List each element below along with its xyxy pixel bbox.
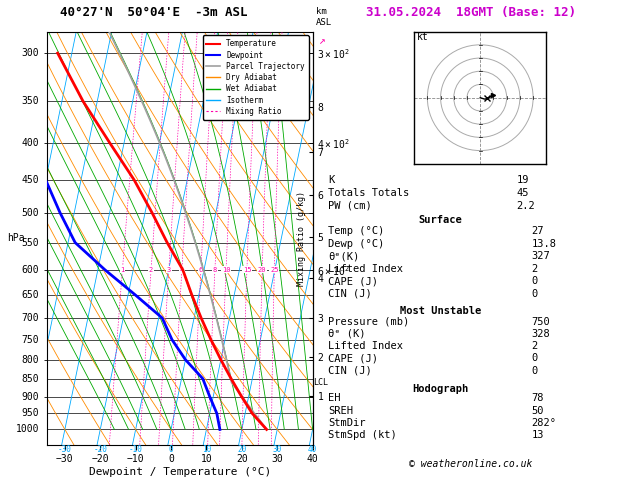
Text: CAPE (J): CAPE (J) — [328, 276, 378, 286]
Text: Surface: Surface — [418, 214, 462, 225]
Text: CIN (J): CIN (J) — [328, 365, 372, 376]
Text: 40°27'N  50°04'E  -3m ASL: 40°27'N 50°04'E -3m ASL — [60, 6, 247, 19]
Text: 327: 327 — [532, 251, 550, 261]
Text: 13: 13 — [532, 430, 544, 440]
Text: 27: 27 — [532, 226, 544, 237]
Text: CAPE (J): CAPE (J) — [328, 353, 378, 364]
Text: 700: 700 — [21, 313, 39, 323]
X-axis label: Dewpoint / Temperature (°C): Dewpoint / Temperature (°C) — [89, 467, 271, 477]
Text: 20: 20 — [237, 445, 247, 454]
Text: LCL: LCL — [313, 378, 328, 387]
Text: Temp (°C): Temp (°C) — [328, 226, 384, 237]
Text: © weatheronline.co.uk: © weatheronline.co.uk — [409, 459, 533, 469]
Text: 2: 2 — [532, 341, 538, 351]
Text: Dewp (°C): Dewp (°C) — [328, 239, 384, 249]
Text: 350: 350 — [21, 96, 39, 106]
Text: -30: -30 — [58, 445, 72, 454]
Text: StmDir: StmDir — [328, 418, 365, 428]
Text: 20: 20 — [258, 267, 267, 273]
Text: 850: 850 — [21, 374, 39, 383]
Text: 0: 0 — [169, 445, 174, 454]
Text: θᵉ(K): θᵉ(K) — [328, 251, 359, 261]
Text: kt: kt — [417, 32, 428, 41]
Text: 0: 0 — [532, 276, 538, 286]
Legend: Temperature, Dewpoint, Parcel Trajectory, Dry Adiabat, Wet Adiabat, Isotherm, Mi: Temperature, Dewpoint, Parcel Trajectory… — [203, 35, 309, 120]
Text: K: K — [328, 175, 334, 185]
Text: Hodograph: Hodograph — [412, 383, 469, 394]
Text: 2.2: 2.2 — [516, 201, 535, 211]
Text: 0: 0 — [532, 353, 538, 364]
Text: 25: 25 — [270, 267, 279, 273]
Text: 15: 15 — [243, 267, 251, 273]
Text: 650: 650 — [21, 290, 39, 300]
Text: 13.8: 13.8 — [532, 239, 557, 249]
Text: 450: 450 — [21, 175, 39, 185]
Text: 40: 40 — [308, 445, 317, 454]
Text: 1: 1 — [120, 267, 125, 273]
Text: 800: 800 — [21, 355, 39, 364]
Text: 0: 0 — [532, 365, 538, 376]
Text: 4: 4 — [180, 267, 184, 273]
Text: CIN (J): CIN (J) — [328, 289, 372, 298]
Text: Lifted Index: Lifted Index — [328, 341, 403, 351]
Text: 400: 400 — [21, 138, 39, 148]
Text: 950: 950 — [21, 408, 39, 418]
Text: 30: 30 — [272, 445, 282, 454]
Text: -20: -20 — [93, 445, 107, 454]
Text: SREH: SREH — [328, 406, 353, 416]
Text: 45: 45 — [516, 188, 529, 198]
Text: 0: 0 — [532, 289, 538, 298]
Text: 10: 10 — [202, 445, 211, 454]
Text: 10: 10 — [222, 267, 230, 273]
Text: 328: 328 — [532, 329, 550, 339]
Text: Pressure (mb): Pressure (mb) — [328, 317, 409, 327]
Text: 900: 900 — [21, 392, 39, 401]
Text: 1000: 1000 — [16, 424, 39, 434]
Text: 750: 750 — [21, 334, 39, 345]
Text: ↗: ↗ — [319, 36, 326, 47]
Text: 8: 8 — [213, 267, 217, 273]
Text: 19: 19 — [516, 175, 529, 185]
Text: 500: 500 — [21, 208, 39, 218]
Text: Most Unstable: Most Unstable — [400, 306, 481, 315]
Text: km
ASL: km ASL — [316, 7, 332, 27]
Text: Lifted Index: Lifted Index — [328, 264, 403, 274]
Text: PW (cm): PW (cm) — [328, 201, 372, 211]
Text: 750: 750 — [532, 317, 550, 327]
Text: hPa: hPa — [7, 233, 25, 243]
Text: StmSpd (kt): StmSpd (kt) — [328, 430, 397, 440]
Text: 50: 50 — [532, 406, 544, 416]
Text: 550: 550 — [21, 238, 39, 247]
Text: 2: 2 — [149, 267, 153, 273]
Text: -10: -10 — [129, 445, 143, 454]
Text: 6: 6 — [199, 267, 203, 273]
Text: 600: 600 — [21, 265, 39, 275]
Text: θᵉ (K): θᵉ (K) — [328, 329, 365, 339]
Text: Totals Totals: Totals Totals — [328, 188, 409, 198]
Text: 300: 300 — [21, 48, 39, 58]
Text: Mixing Ratio (g/kg): Mixing Ratio (g/kg) — [297, 191, 306, 286]
Text: 2: 2 — [532, 264, 538, 274]
Text: 282°: 282° — [532, 418, 557, 428]
Text: 78: 78 — [532, 394, 544, 403]
Text: EH: EH — [328, 394, 340, 403]
Text: 3: 3 — [167, 267, 171, 273]
Text: 31.05.2024  18GMT (Base: 12): 31.05.2024 18GMT (Base: 12) — [366, 6, 576, 19]
